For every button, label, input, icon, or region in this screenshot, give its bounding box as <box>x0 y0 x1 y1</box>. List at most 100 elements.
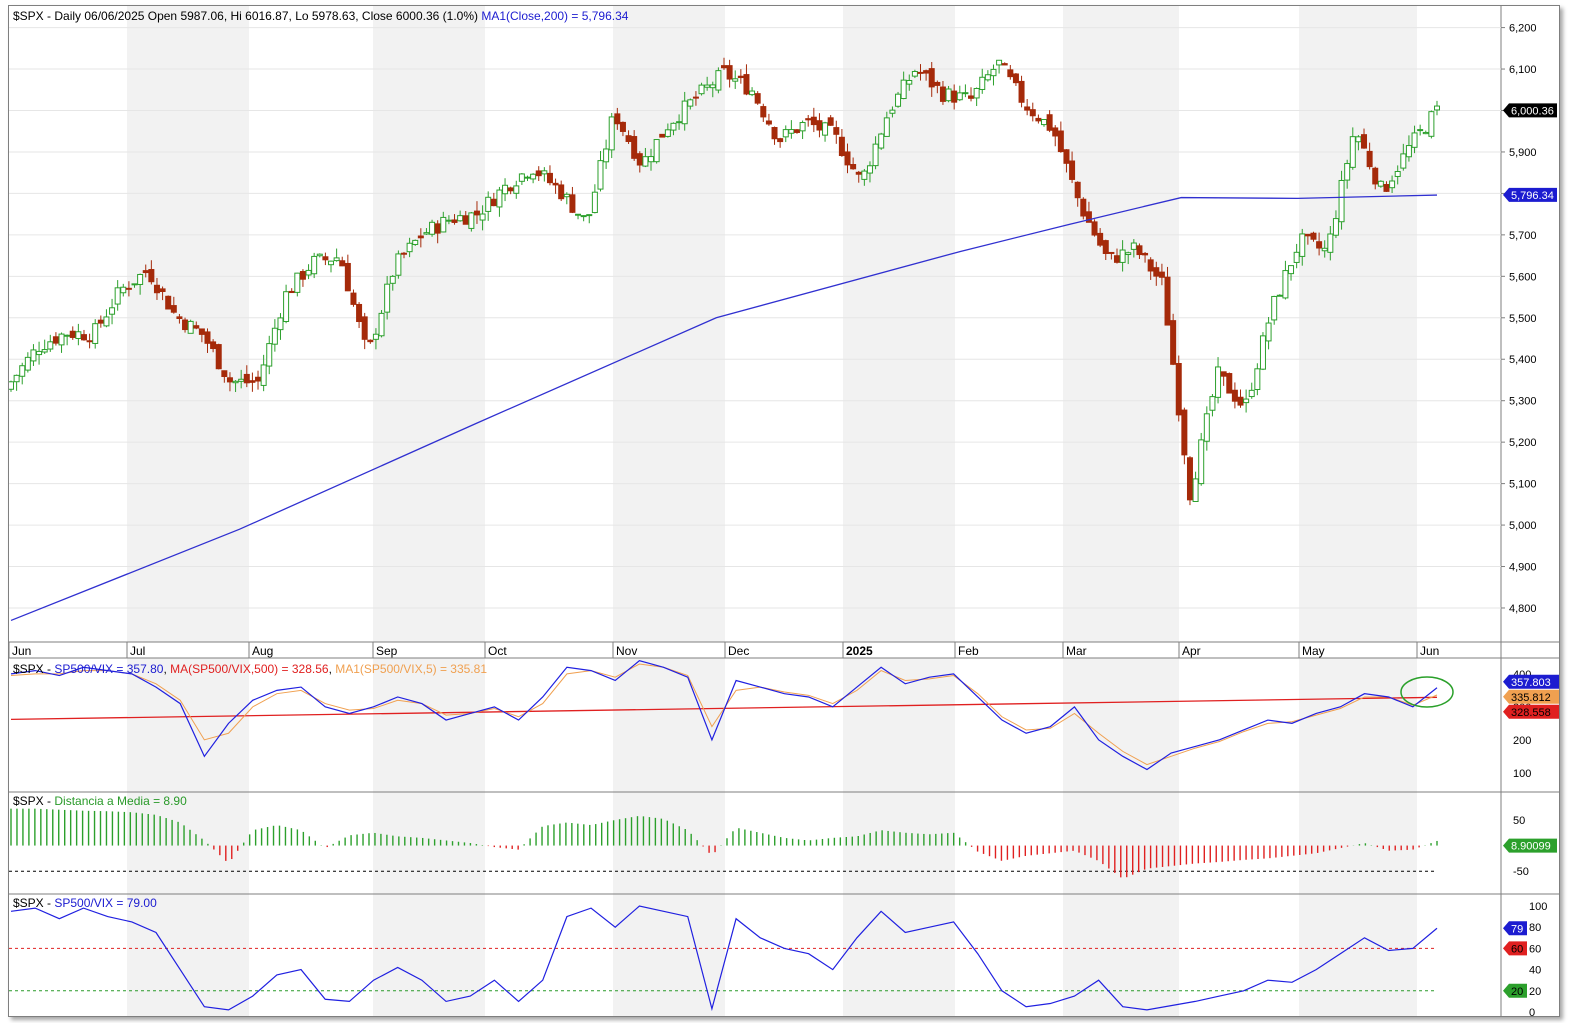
candlestick <box>979 68 986 94</box>
candlestick <box>906 74 913 91</box>
candle-body <box>530 173 537 180</box>
candle-body <box>288 290 295 294</box>
candle-body <box>1186 457 1193 501</box>
candle-body <box>238 378 245 382</box>
oscillator-panel-prefix: $SPX - <box>13 896 55 910</box>
candle-body <box>552 182 559 186</box>
candlestick <box>277 313 284 340</box>
candlestick <box>681 91 688 131</box>
candle-body <box>322 256 329 261</box>
candle-body <box>1344 163 1351 181</box>
candlestick <box>535 166 542 182</box>
candlestick <box>1428 110 1435 139</box>
candlestick <box>1405 135 1412 162</box>
candlestick <box>255 370 262 390</box>
candle-body <box>103 316 110 327</box>
candlestick <box>316 253 323 258</box>
candlestick <box>1288 265 1295 281</box>
oscillator-tick-label: 80 <box>1529 922 1541 934</box>
oscillator-lower-tag-text: 20 <box>1511 986 1523 998</box>
price-tick-label: 4,900 <box>1509 562 1537 574</box>
ma5-tag-shape <box>1503 689 1559 704</box>
candle-body <box>928 68 935 88</box>
chart-canvas: 4,800 4,900 5,000 5,100 5,200 5,300 5,400 5,500… <box>9 6 1559 1016</box>
candlestick <box>1338 170 1345 230</box>
price-tick-label: 5,700 <box>1509 230 1537 242</box>
candle-body <box>1321 247 1328 252</box>
candle-body <box>1074 181 1081 199</box>
candlestick <box>1029 102 1036 122</box>
ma200-tag-text: 5,796.34 <box>1511 190 1554 202</box>
ma500-tag-shape <box>1503 704 1559 719</box>
candlestick <box>395 250 402 279</box>
oscillator-value-tag-text: 79 <box>1511 923 1523 935</box>
candle-body <box>984 74 991 81</box>
month-label: Mar <box>1066 644 1087 658</box>
candlestick <box>1119 240 1126 272</box>
candle-body <box>754 93 761 104</box>
month-label: Nov <box>616 644 637 658</box>
candlestick <box>328 260 335 273</box>
candle-body <box>1069 160 1076 180</box>
candlestick <box>1125 251 1132 265</box>
candle-body <box>1102 240 1109 255</box>
candle-body <box>872 143 879 167</box>
candlestick <box>58 332 65 353</box>
candle-body <box>1271 295 1278 321</box>
highlight-circle <box>1400 676 1454 708</box>
price-tick-label: 5,900 <box>1509 147 1537 159</box>
candle-body <box>827 117 834 126</box>
candlestick <box>249 372 256 392</box>
candlestick <box>1018 75 1025 108</box>
candle-body <box>1029 109 1036 117</box>
month-shading-band <box>373 658 485 792</box>
candle-body <box>1400 153 1407 169</box>
candlestick <box>389 275 396 291</box>
month-shading-band <box>843 658 955 792</box>
price-tick-label: 5,500 <box>1509 313 1537 325</box>
ma200-line <box>10 194 1438 622</box>
ratio-tick-label: 100 <box>1513 768 1531 780</box>
price-tick-label: 6,200 <box>1509 23 1537 35</box>
candle-body <box>148 269 155 283</box>
candlestick <box>715 67 722 94</box>
candlestick <box>288 288 295 294</box>
candlestick <box>1265 317 1272 350</box>
candle-body <box>636 153 643 166</box>
candle-body <box>64 334 71 337</box>
candle-body <box>1237 396 1244 406</box>
candle-body <box>715 70 722 91</box>
candlestick <box>1226 372 1233 394</box>
candle-body <box>170 305 177 313</box>
candle-body <box>1243 398 1250 404</box>
candlestick <box>1142 251 1149 263</box>
candle-body <box>1012 73 1019 84</box>
candlestick <box>749 87 756 97</box>
candlestick <box>86 333 93 349</box>
candlestick <box>1327 225 1334 261</box>
candlestick <box>210 339 217 353</box>
candle-body <box>765 120 772 125</box>
oscillator-upper-tag-text: 60 <box>1511 943 1523 955</box>
price-tag-text: 6,000.36 <box>1511 105 1554 117</box>
candlestick <box>704 76 711 91</box>
candlestick <box>653 139 660 164</box>
price-tick-label: 5,200 <box>1509 437 1537 449</box>
candlestick <box>153 277 160 300</box>
candle-body <box>400 252 407 255</box>
candle-body <box>120 286 127 294</box>
candle-body <box>911 70 918 77</box>
candlestick <box>1243 389 1250 413</box>
candlestick <box>984 70 991 82</box>
candlestick <box>260 354 267 392</box>
candle-body <box>838 136 845 156</box>
candlestick <box>193 321 200 330</box>
oscillator-upper-tag: 60 <box>1503 941 1527 956</box>
candle-body <box>1276 294 1283 297</box>
candlestick <box>575 213 582 220</box>
candle-body <box>198 328 205 335</box>
candlestick <box>473 201 480 224</box>
candle-body <box>350 292 357 305</box>
candle-body <box>159 288 166 293</box>
candle-body <box>934 81 941 86</box>
